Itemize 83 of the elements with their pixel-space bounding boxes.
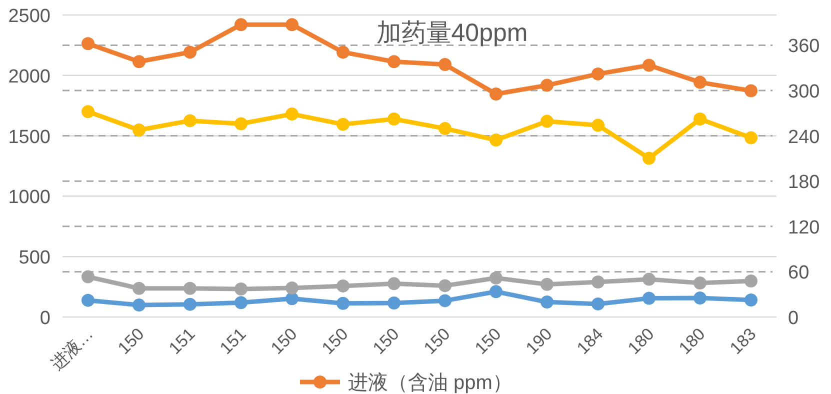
- y2-tick-label: 300: [788, 82, 820, 102]
- y-tick-label: 2500: [8, 6, 50, 27]
- y-tick-label: 1500: [8, 126, 50, 148]
- point: [234, 296, 248, 310]
- point: [184, 282, 196, 295]
- point: [336, 46, 350, 59]
- point: [540, 114, 554, 128]
- x-tick-label: 150: [318, 324, 352, 358]
- point: [286, 292, 298, 306]
- x-tick-label: 150: [471, 324, 505, 358]
- point: [540, 296, 554, 309]
- point: [744, 84, 758, 98]
- point: [744, 274, 758, 288]
- point: [336, 279, 350, 292]
- y-tick-label: 1000: [8, 187, 50, 208]
- point: [694, 112, 706, 126]
- point: [388, 277, 400, 290]
- point: [234, 282, 248, 296]
- point: [540, 278, 554, 291]
- point: [286, 282, 298, 295]
- legend-label: 进液（含油 ppm）: [348, 372, 512, 394]
- point: [286, 18, 298, 32]
- point: [490, 134, 502, 147]
- point: [336, 118, 350, 131]
- point: [592, 67, 604, 80]
- x-tick-label: 180: [624, 324, 658, 358]
- x-tick-label: 150: [369, 324, 403, 358]
- point: [234, 117, 248, 130]
- point: [694, 76, 706, 89]
- point: [184, 114, 196, 128]
- point: [132, 124, 146, 136]
- point: [438, 122, 452, 136]
- point: [592, 275, 604, 288]
- point: [490, 88, 502, 101]
- point: [184, 46, 196, 59]
- point: [234, 18, 248, 32]
- y2-tick-label: 180: [788, 172, 820, 194]
- point: [82, 294, 94, 307]
- y2-tick-label: 0: [788, 308, 799, 329]
- x-tick-label: 151: [216, 324, 250, 358]
- x-tick-label: 151: [165, 324, 199, 358]
- point: [642, 152, 656, 165]
- x-tick-label: 184: [573, 324, 607, 358]
- point: [336, 296, 350, 310]
- x-tick-label: 183: [726, 324, 760, 358]
- x-tick-label: 150: [114, 324, 148, 358]
- x-tick-label: 190: [522, 324, 556, 358]
- point: [540, 78, 554, 92]
- point: [744, 293, 758, 306]
- x-tick-label: 150: [420, 324, 454, 358]
- point: [82, 105, 94, 118]
- point: [694, 276, 706, 290]
- point: [82, 270, 94, 284]
- point: [388, 112, 400, 126]
- y2-tick-label: 240: [788, 126, 820, 148]
- point: [132, 55, 146, 68]
- point: [490, 285, 502, 298]
- point: [132, 282, 146, 295]
- point: [642, 272, 656, 286]
- chart-title: 加药量40ppm: [376, 19, 528, 47]
- point: [694, 292, 706, 305]
- point: [438, 58, 452, 72]
- point: [642, 292, 656, 305]
- point: [184, 298, 196, 311]
- point: [132, 298, 146, 312]
- point: [438, 294, 452, 308]
- point: [438, 279, 452, 292]
- y2-tick-label: 360: [788, 36, 820, 58]
- y2-tick-label: 60: [788, 262, 810, 284]
- point: [388, 55, 400, 68]
- point: [388, 296, 400, 310]
- x-tick-label: 180: [675, 324, 709, 358]
- x-tick-label: 150: [267, 324, 301, 358]
- point: [490, 271, 502, 284]
- point: [82, 37, 94, 50]
- y-tick-label: 500: [18, 248, 50, 269]
- y2-tick-label: 120: [788, 217, 820, 238]
- point: [286, 108, 298, 121]
- point: [592, 118, 604, 132]
- point: [744, 131, 758, 144]
- point: [642, 58, 656, 72]
- point: [592, 297, 604, 310]
- y-tick-label: 2000: [8, 66, 50, 88]
